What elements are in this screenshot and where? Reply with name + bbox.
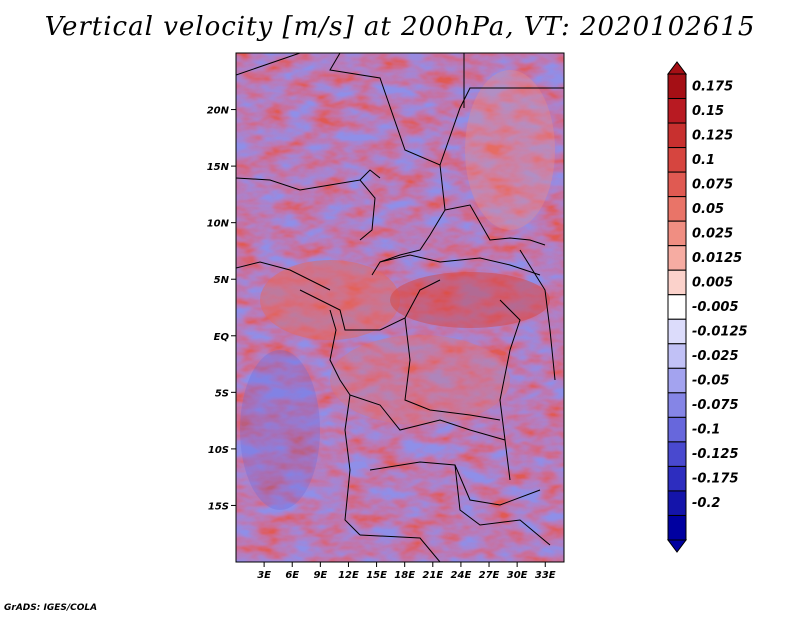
lon-tick-label: 12E (338, 570, 359, 581)
colorbar-segment (667, 392, 687, 418)
lon-tick-label: 9E (313, 570, 327, 581)
lat-tick-label: 10N (207, 219, 230, 230)
colorbar-label: -0.175 (692, 472, 739, 487)
colorbar-label: -0.005 (692, 300, 739, 315)
lon-tick-label: 30E (507, 570, 528, 581)
chart-title: Vertical velocity [m/s] at 200hPa, VT: 2… (44, 12, 756, 42)
lon-tick-label: 33E (535, 570, 556, 581)
colorbar-label: -0.1 (692, 423, 720, 438)
colorbar-bottom-arrow (667, 539, 687, 553)
lat-tick-label: EQ (214, 332, 230, 343)
colorbar-segment (667, 220, 687, 247)
colorbar-segment (667, 514, 687, 541)
colorbar-label: -0.125 (692, 447, 739, 462)
colorbar-label: -0.025 (692, 349, 739, 364)
colorbar-segment (667, 294, 687, 320)
colorbar-label: 0.025 (692, 226, 733, 241)
colorbar-label: -0.05 (692, 374, 729, 389)
lon-tick-label: 24E (451, 570, 472, 581)
colorbar-segment (667, 318, 687, 345)
colorbar-segment (667, 122, 687, 149)
colorbar-top-arrow (667, 61, 687, 75)
colorbar-label: 0.15 (692, 104, 724, 119)
lon-tick-label: 3E (257, 570, 271, 581)
colorbar-label: 0.005 (692, 276, 733, 291)
colorbar-segment (667, 245, 687, 271)
colorbar-label: -0.0125 (692, 325, 748, 340)
colorbar-segment (667, 465, 687, 492)
longitude-axis: 3E 6E 9E 12E 15E 18E 21E 24E 27E 30E 33E (257, 562, 556, 581)
latitude-axis: 20N 15N 10N 5N EQ 5S 10S 15S (207, 106, 236, 512)
colorbar-segment (667, 147, 687, 173)
colorbar-segment (667, 98, 687, 124)
map-frame (235, 52, 565, 563)
lon-tick-label: 27E (479, 570, 500, 581)
colorbar-segment (667, 196, 687, 222)
colorbar-segment (667, 441, 687, 467)
colorbar-segment (667, 73, 687, 100)
colorbar-segment (667, 171, 687, 198)
colorbar-segment (667, 343, 687, 369)
colorbar-label: 0.05 (692, 202, 724, 217)
colorbar-segment (667, 367, 687, 394)
colorbar-label: 0.125 (692, 128, 733, 143)
lon-tick-label: 15E (366, 570, 387, 581)
lat-tick-label: 20N (207, 106, 230, 117)
lat-tick-label: 10S (208, 445, 229, 456)
colorbar-label: 0.0125 (692, 251, 742, 266)
lat-tick-label: 5N (214, 275, 230, 286)
lat-tick-label: 5S (215, 388, 229, 399)
country-borders (236, 53, 564, 562)
velocity-field (236, 53, 564, 562)
lat-tick-label: 15N (207, 162, 230, 173)
lon-tick-label: 21E (422, 570, 443, 581)
colorbar-segment (667, 416, 687, 443)
colorbar-label: -0.2 (692, 496, 720, 511)
colorbar-segment (667, 269, 687, 296)
colorbar-label: 0.1 (692, 153, 715, 168)
lat-tick-label: 15S (208, 501, 229, 512)
colorbar-label: 0.075 (692, 177, 733, 192)
grads-credit: GrADS: IGES/COLA (4, 603, 98, 613)
colorbar-segment (667, 490, 687, 516)
lon-tick-label: 18E (394, 570, 415, 581)
colorbar-label: -0.075 (692, 398, 739, 413)
colorbar-label: 0.175 (692, 79, 733, 94)
lon-tick-label: 6E (285, 570, 299, 581)
colorbar: 0.175 0.15 0.125 0.1 0.075 0.05 0.025 0.0125 0.0… (667, 61, 748, 553)
